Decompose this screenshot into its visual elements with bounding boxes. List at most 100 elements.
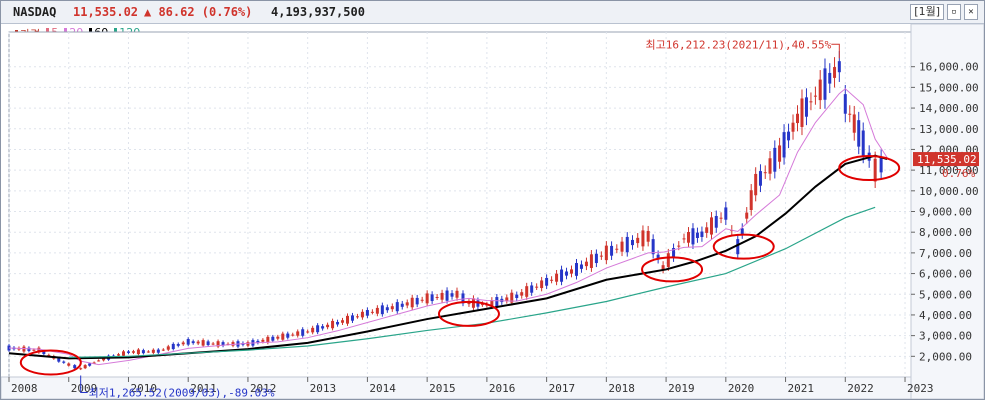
- y-tick-label: 11,000.00: [919, 164, 979, 177]
- restore-icon[interactable]: ▫: [947, 4, 961, 20]
- candle-body: [823, 68, 827, 100]
- candle-body: [385, 307, 389, 311]
- candle-body: [857, 120, 861, 147]
- candle-body: [455, 290, 459, 298]
- candle-body: [471, 298, 475, 308]
- y-tick-label: 3,000.00: [919, 330, 972, 343]
- candle-body: [879, 156, 883, 173]
- candle-body: [476, 300, 480, 307]
- candle-body: [450, 293, 454, 297]
- candle-body: [490, 300, 494, 307]
- candle-body: [615, 248, 619, 250]
- candle-body: [79, 368, 83, 370]
- candle-body: [7, 345, 11, 351]
- candle-body: [809, 101, 813, 103]
- candle-body: [171, 343, 175, 350]
- candle-body: [370, 311, 374, 313]
- candle-body: [510, 292, 514, 303]
- candle-body: [641, 230, 645, 247]
- candle-body: [440, 292, 444, 300]
- candle-body: [594, 253, 598, 264]
- candle-body: [166, 346, 170, 350]
- highlight-circle: [838, 155, 901, 182]
- candle-body: [620, 241, 624, 252]
- x-tick-label: 2017: [549, 382, 576, 395]
- annotation-high-arrow: [831, 43, 840, 59]
- candle-body: [266, 336, 270, 343]
- candle-body: [57, 357, 61, 362]
- x-tick-label: 2019: [668, 382, 695, 395]
- candle-body: [291, 334, 295, 336]
- highlight-circle: [712, 233, 775, 260]
- candle-body: [736, 239, 740, 255]
- candle-body: [584, 261, 588, 267]
- candle-body: [495, 297, 499, 307]
- annotation-low: 최저1,265.52(2009/03),-89.03%: [89, 387, 275, 399]
- candle-body: [695, 232, 699, 238]
- candle-body: [515, 294, 519, 299]
- y-tick-label: 10,000.00: [919, 185, 979, 198]
- candle-body: [574, 263, 578, 276]
- x-tick-label: 2010: [130, 382, 157, 395]
- candle-body: [535, 286, 539, 288]
- period-selector[interactable]: [1월]: [910, 4, 944, 20]
- y-tick-label: 14,000.00: [919, 102, 979, 115]
- x-tick-label: 2014: [369, 382, 396, 395]
- candle-body: [161, 349, 165, 351]
- candle-body: [97, 360, 101, 362]
- candle-body: [705, 227, 709, 233]
- y-tick-label: 8,000.00: [919, 226, 972, 239]
- candle-body: [435, 297, 439, 299]
- candle-body: [151, 349, 155, 353]
- candle-body: [740, 228, 744, 234]
- candle-body: [375, 307, 379, 314]
- candle-body: [311, 327, 315, 333]
- candle-body: [691, 228, 695, 245]
- close-icon[interactable]: ✕: [964, 4, 978, 20]
- candle-body: [256, 340, 260, 343]
- plot-area: [8, 31, 912, 378]
- candle-body: [555, 273, 559, 282]
- current-price: 11,535.02: [73, 5, 139, 19]
- candle-body: [146, 351, 150, 353]
- candle-body: [42, 351, 46, 355]
- candle-body: [156, 349, 160, 353]
- candle-body: [796, 113, 800, 124]
- y-tick-label: 7,000.00: [919, 247, 972, 260]
- volume: 4,193,937,500: [271, 5, 365, 19]
- y-tick-label: 15,000.00: [919, 81, 979, 94]
- candle-body: [32, 349, 36, 351]
- candle-body: [530, 285, 534, 293]
- candle-body: [672, 248, 676, 258]
- candle-body: [301, 329, 305, 336]
- candle-body: [405, 302, 409, 306]
- candle-body: [246, 342, 250, 346]
- candle-body: [316, 325, 320, 333]
- x-tick-label: 2012: [250, 382, 277, 395]
- candle-body: [186, 339, 190, 345]
- candle-body: [395, 302, 399, 312]
- symbol-name: NASDAQ: [13, 5, 57, 19]
- candle-body: [461, 293, 465, 304]
- candle-body: [818, 79, 822, 101]
- price-chart[interactable]: 2,000.00 3,000.00 4,000.00 5,000.00 6,000.00…: [1, 24, 984, 399]
- candle-body: [480, 304, 484, 306]
- candle-body: [540, 280, 544, 289]
- candle-body: [306, 331, 310, 333]
- candle-body: [355, 316, 359, 318]
- candle-body: [873, 158, 877, 182]
- candle-body: [861, 130, 865, 156]
- candle-body: [27, 347, 31, 352]
- candle-body: [520, 292, 524, 296]
- candle-body: [261, 339, 265, 342]
- candle-body: [321, 326, 325, 329]
- candle-body: [296, 331, 300, 336]
- candle-body: [848, 113, 852, 115]
- candle-body: [661, 265, 665, 270]
- candle-body: [331, 320, 335, 329]
- candle-body: [651, 239, 655, 255]
- y-tick-label: 16,000.00: [919, 61, 979, 74]
- x-tick-label: 2013: [310, 382, 337, 395]
- annotation-low-arrow: [80, 375, 88, 394]
- y-tick-label: 4,000.00: [919, 309, 972, 322]
